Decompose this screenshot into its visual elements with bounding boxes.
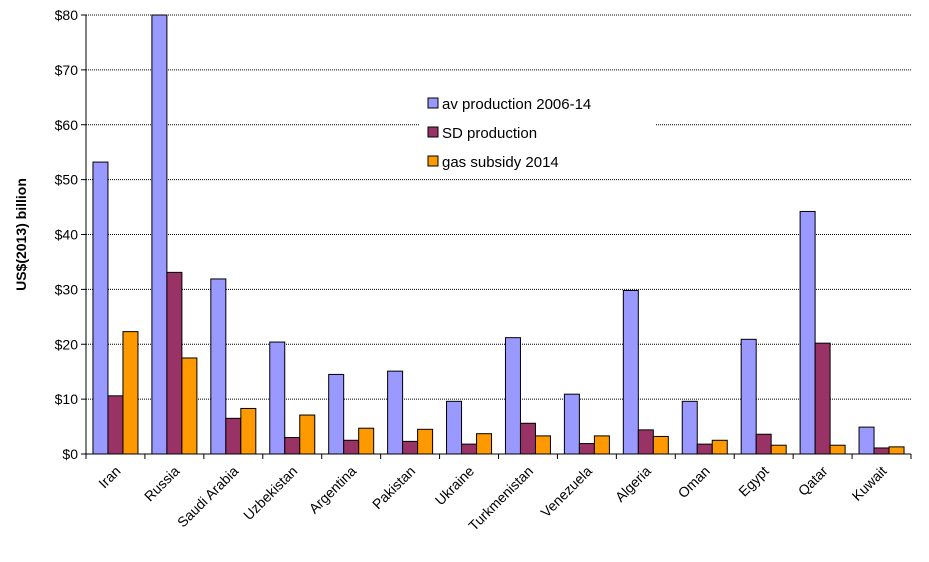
bar-gas-subsidy-2014-uzbekistan bbox=[299, 414, 316, 455]
y-tick-label: $70 bbox=[55, 62, 79, 78]
x-tick-label: Qatar bbox=[795, 463, 831, 499]
bar-sd-production-iran bbox=[107, 395, 124, 455]
bar-gas-subsidy-2014-qatar bbox=[829, 444, 846, 455]
bar-sd-production-saudi-arabia bbox=[225, 417, 242, 455]
legend-label: SD production bbox=[442, 125, 537, 142]
bar-gas-subsidy-2014-turkmenistan bbox=[534, 435, 551, 455]
bar-gas-subsidy-2014-russia bbox=[181, 357, 198, 455]
bar-sd-production-turkmenistan bbox=[519, 422, 536, 455]
legend: av production 2006-14 SD production gas su… bbox=[420, 88, 655, 178]
bar-av-production-2006-14-russia bbox=[151, 14, 168, 455]
bar-av-production-2006-14-oman bbox=[681, 400, 698, 455]
bar-gas-subsidy-2014-algeria bbox=[652, 435, 669, 455]
bar-gas-subsidy-2014-iran bbox=[122, 331, 139, 455]
bar-sd-production-oman bbox=[696, 443, 713, 455]
x-tick-label: Uzbekistan bbox=[240, 463, 300, 523]
bar-av-production-2006-14-ukraine bbox=[446, 400, 463, 455]
legend-label: av production 2006-14 bbox=[442, 96, 591, 113]
bar-sd-production-qatar bbox=[814, 342, 831, 455]
bar-sd-production-algeria bbox=[637, 429, 654, 455]
legend-swatch bbox=[427, 97, 439, 109]
bar-gas-subsidy-2014-ukraine bbox=[476, 433, 493, 455]
bar-gas-subsidy-2014-egypt bbox=[770, 444, 787, 455]
x-tick-label: Pakistan bbox=[369, 463, 418, 512]
x-tick-label: Egypt bbox=[735, 463, 772, 500]
bar-av-production-2006-14-saudi-arabia bbox=[210, 278, 227, 455]
bar-gas-subsidy-2014-argentina bbox=[358, 427, 375, 455]
bar-sd-production-argentina bbox=[343, 439, 360, 455]
y-tick-label: $20 bbox=[55, 336, 79, 352]
y-tick-label: $30 bbox=[55, 281, 79, 297]
x-tick-label: Ukraine bbox=[432, 463, 478, 509]
legend-label: gas subsidy 2014 bbox=[442, 154, 559, 171]
bar-av-production-2006-14-iran bbox=[92, 161, 109, 455]
x-tick-label: Argentina bbox=[306, 463, 360, 517]
gridlines bbox=[86, 14, 911, 400]
bar-gas-subsidy-2014-pakistan bbox=[417, 428, 434, 455]
bar-gas-subsidy-2014-oman bbox=[711, 439, 728, 455]
bar-gas-subsidy-2014-kuwait bbox=[888, 446, 905, 455]
y-tick-labels: $0 $10 $20 $30 $40 $50 $60 $70 $80 bbox=[55, 7, 79, 462]
bar-av-production-2006-14-uzbekistan bbox=[269, 341, 286, 455]
bar-sd-production-uzbekistan bbox=[284, 437, 301, 455]
bar-av-production-2006-14-algeria bbox=[622, 289, 639, 455]
bar-av-production-2006-14-egypt bbox=[740, 338, 757, 455]
bar-sd-production-pakistan bbox=[402, 440, 419, 455]
y-tick-label: $60 bbox=[55, 117, 79, 133]
x-tick-label: Iran bbox=[95, 463, 123, 491]
y-axis-title: US$(2013) billion bbox=[13, 178, 29, 291]
x-tick-label: Algeria bbox=[612, 463, 654, 505]
x-tick-label: Venezuela bbox=[537, 463, 595, 521]
y-tick-label: $0 bbox=[62, 446, 78, 462]
bar-av-production-2006-14-pakistan bbox=[387, 370, 404, 455]
bars bbox=[92, 14, 905, 455]
y-tick-label: $50 bbox=[55, 172, 79, 188]
axes bbox=[81, 14, 912, 459]
y-tick-label: $40 bbox=[55, 227, 79, 243]
bar-av-production-2006-14-turkmenistan bbox=[504, 337, 521, 455]
legend-swatch bbox=[427, 126, 439, 138]
bar-gas-subsidy-2014-saudi-arabia bbox=[240, 407, 257, 455]
bar-av-production-2006-14-qatar bbox=[799, 210, 816, 455]
legend-box bbox=[420, 88, 655, 178]
y-tick-label: $80 bbox=[55, 7, 79, 23]
bar-av-production-2006-14-kuwait bbox=[858, 426, 875, 455]
legend-swatch bbox=[427, 155, 439, 167]
bar-sd-production-venezuela bbox=[578, 443, 595, 455]
x-tick-label: Russia bbox=[141, 463, 183, 505]
bar-sd-production-egypt bbox=[755, 433, 772, 455]
y-tick-label: $10 bbox=[55, 391, 79, 407]
x-tick-label: Saudi Arabia bbox=[174, 463, 242, 531]
bar-av-production-2006-14-venezuela bbox=[563, 393, 580, 455]
bar-sd-production-ukraine bbox=[461, 443, 478, 455]
bar-sd-production-russia bbox=[166, 271, 183, 455]
x-tick-label: Oman bbox=[675, 463, 713, 501]
bar-sd-production-kuwait bbox=[873, 447, 890, 455]
bar-gas-subsidy-2014-venezuela bbox=[593, 435, 610, 455]
bar-av-production-2006-14-argentina bbox=[328, 373, 345, 455]
x-tick-label: Kuwait bbox=[849, 463, 890, 504]
